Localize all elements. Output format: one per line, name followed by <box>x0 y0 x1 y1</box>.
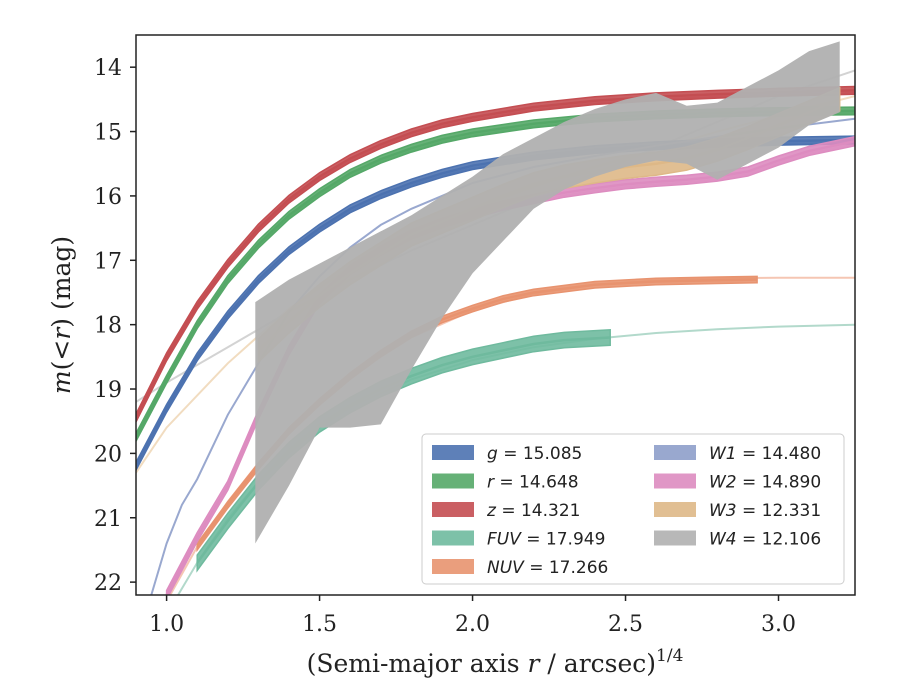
y-tick-label: 15 <box>94 121 122 146</box>
legend-label-w3: W3 = 12.331 <box>709 501 821 521</box>
axis-ticks: 1.0 1.5 2.0 2.5 3.0 14 15 16 17 18 19 20 21 22 <box>94 56 796 637</box>
legend-swatch-fuv <box>432 530 474 546</box>
x-tick-label: 3.0 <box>761 612 796 637</box>
legend-swatch-w3 <box>654 502 696 517</box>
legend-swatch-r <box>432 473 474 489</box>
x-tick-label: 2.5 <box>608 612 643 637</box>
legend-box <box>421 433 845 585</box>
y-tick-label: 18 <box>94 314 122 339</box>
x-axis-label: (Semi-major axis r / arcsec)1/4 <box>307 646 684 678</box>
y-tick-label: 22 <box>94 571 122 596</box>
y-axis-label: m(<r) (mag) <box>47 236 76 394</box>
legend-label-fuv: FUV = 17.949 <box>487 530 605 550</box>
series-line-z <box>136 89 855 419</box>
y-tick-label: 16 <box>94 185 122 210</box>
legend-label-nuv: NUV = 17.266 <box>487 558 608 578</box>
x-tick-label: 1.0 <box>149 612 184 637</box>
y-tick-label: 21 <box>94 507 122 532</box>
legend-swatch-g <box>432 445 474 460</box>
y-tick-label: 17 <box>94 249 122 274</box>
legend-label-g: g = 15.085 <box>487 444 582 464</box>
legend-label-w2: W2 = 14.890 <box>709 473 821 493</box>
y-tick-label: 20 <box>94 442 122 467</box>
legend-swatch-w1 <box>654 445 696 460</box>
y-tick-label: 14 <box>94 56 122 81</box>
x-tick-label: 1.5 <box>302 612 337 637</box>
legend-swatch-w4 <box>654 530 696 546</box>
legend: g = 15.085 r = 14.648 z = 14.321 FUV = 17.9… <box>421 433 845 585</box>
legend-swatch-nuv <box>432 559 474 574</box>
legend-label-z: z = 14.321 <box>486 501 580 521</box>
legend-label-w4: W4 = 12.106 <box>709 530 821 550</box>
x-tick-label: 2.0 <box>455 612 490 637</box>
band-z <box>136 85 855 423</box>
band-w4 <box>255 41 840 544</box>
legend-label-w1: W1 = 14.480 <box>709 444 821 464</box>
band-r <box>136 106 855 442</box>
y-tick-label: 19 <box>94 378 122 403</box>
plot-area <box>136 41 855 595</box>
band-g <box>136 135 855 471</box>
legend-swatch-w2 <box>654 473 696 489</box>
legend-swatch-z <box>432 502 474 517</box>
legend-label-r: r = 14.648 <box>487 473 579 493</box>
plot-frame <box>135 34 856 596</box>
